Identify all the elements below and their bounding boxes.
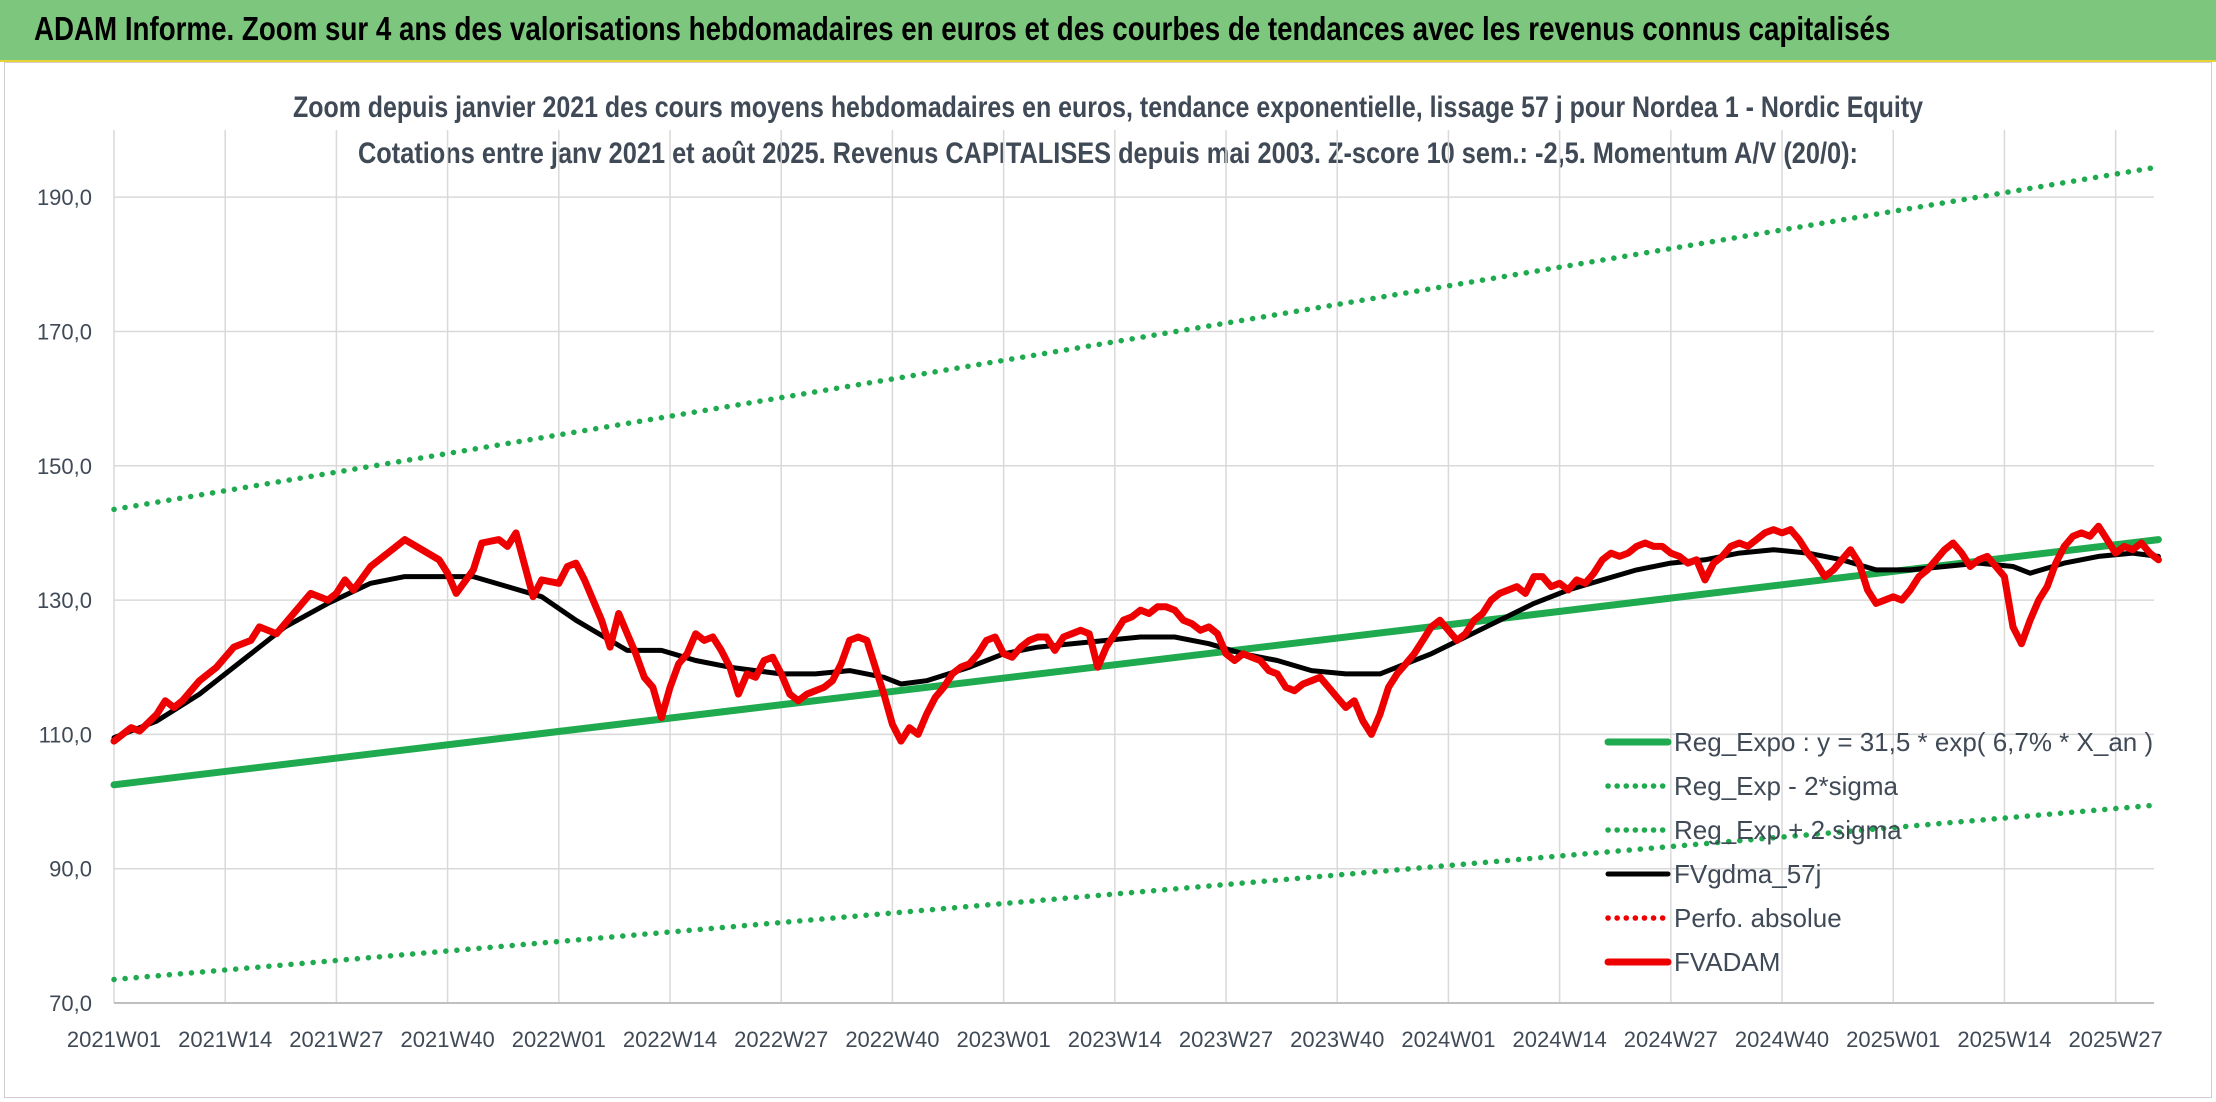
- x-tick-label: 2021W01: [67, 1027, 161, 1052]
- x-tick-label: 2025W14: [1957, 1027, 2051, 1052]
- chart-title-line-1: Zoom depuis janvier 2021 des cours moyen…: [293, 91, 1923, 124]
- x-tick-label: 2021W27: [289, 1027, 383, 1052]
- chart-title-line-2: Cotations entre janv 2021 et août 2025. …: [358, 137, 1858, 170]
- x-tick-label: 2022W40: [845, 1027, 939, 1052]
- x-tick-label: 2025W01: [1846, 1027, 1940, 1052]
- legend-trend-label: Reg_Expo : y = 31,5 * exp( 6,7% * X_an ): [1674, 727, 2153, 757]
- x-tick-label: 2023W40: [1290, 1027, 1384, 1052]
- y-tick-label: 130,0: [37, 588, 92, 613]
- report-banner: ADAM Informe. Zoom sur 4 ans des valoris…: [0, 0, 2216, 62]
- price-line: [110, 522, 2162, 745]
- y-tick-label: 90,0: [49, 857, 92, 882]
- y-tick-label: 110,0: [39, 722, 92, 747]
- x-tick-label: 2024W01: [1401, 1027, 1495, 1052]
- x-tick-label: 2021W14: [178, 1027, 272, 1052]
- lower-sigma-band: [111, 802, 2162, 983]
- y-tick-label: 170,0: [37, 319, 92, 344]
- legend-price-label: FVADAM: [1674, 947, 1780, 977]
- legend-upper-sigma-label: Reg_Exp + 2 sigma: [1674, 815, 1902, 845]
- legend-lower-sigma-label: Reg_Exp - 2*sigma: [1674, 771, 1899, 801]
- x-tick-label: 2024W27: [1624, 1027, 1718, 1052]
- trend-line: [110, 536, 2162, 789]
- report-title: ADAM Informe. Zoom sur 4 ans des valoris…: [34, 10, 1891, 47]
- x-tick-label: 2021W40: [401, 1027, 495, 1052]
- moving-average-line: [111, 547, 2161, 741]
- y-tick-label: 70,0: [49, 991, 92, 1016]
- x-tick-label: 2022W14: [623, 1027, 717, 1052]
- x-tick-label: 2025W27: [2069, 1027, 2163, 1052]
- x-tick-label: 2022W01: [512, 1027, 606, 1052]
- x-tick-label: 2024W14: [1513, 1027, 1607, 1052]
- chart-frame: [4, 62, 2212, 1098]
- y-tick-label: 190,0: [37, 185, 92, 210]
- y-tick-label: 150,0: [37, 454, 92, 479]
- x-tick-label: 2023W27: [1179, 1027, 1273, 1052]
- x-tick-label: 2024W40: [1735, 1027, 1829, 1052]
- legend-absolute-perf-label: Perfo. absolue: [1674, 903, 1842, 933]
- x-tick-label: 2023W01: [957, 1027, 1051, 1052]
- x-tick-label: 2022W27: [734, 1027, 828, 1052]
- legend-moving-average-label: FVgdma_57j: [1674, 859, 1821, 889]
- upper-sigma-band: [111, 164, 2162, 513]
- x-tick-label: 2023W14: [1068, 1027, 1162, 1052]
